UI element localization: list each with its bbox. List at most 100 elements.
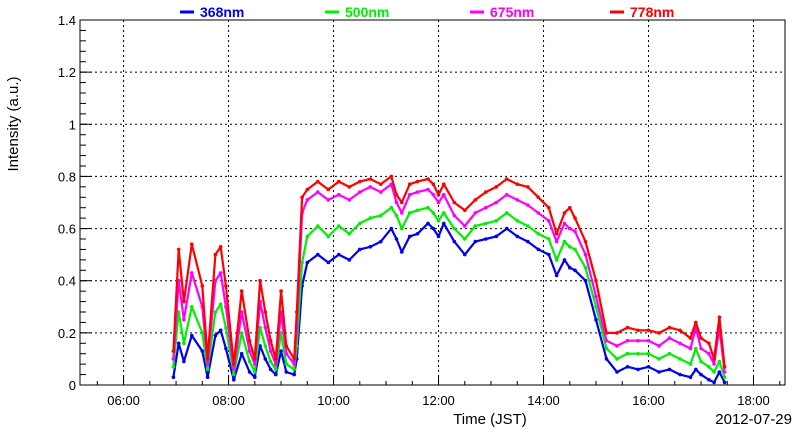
data-point xyxy=(426,205,430,210)
series-line xyxy=(172,183,726,373)
data-point xyxy=(200,284,205,288)
data-point xyxy=(213,310,218,314)
data-point xyxy=(292,367,297,372)
legend-entry: 778nm xyxy=(630,4,674,20)
data-point xyxy=(688,336,693,340)
data-point xyxy=(442,211,446,215)
data-point xyxy=(239,289,244,293)
data-point xyxy=(554,232,559,236)
data-point xyxy=(295,310,299,314)
x-tick-label: 16:00 xyxy=(632,393,665,408)
data-point xyxy=(258,278,262,283)
data-point xyxy=(625,338,630,343)
series-500nm xyxy=(171,205,727,380)
data-point xyxy=(200,331,205,335)
legend-entry: 368nm xyxy=(200,4,244,20)
data-point xyxy=(583,265,588,270)
data-point xyxy=(213,252,218,257)
data-series xyxy=(171,174,727,385)
data-point xyxy=(604,331,609,335)
data-point xyxy=(452,200,457,205)
y-tick-label: 0.2 xyxy=(58,326,76,341)
data-point xyxy=(688,362,693,366)
data-point xyxy=(536,232,541,236)
data-point xyxy=(594,278,598,283)
data-point xyxy=(452,213,457,218)
data-point xyxy=(239,331,244,335)
data-point xyxy=(436,219,441,223)
data-point xyxy=(279,331,283,335)
data-point xyxy=(190,242,194,246)
data-point xyxy=(247,338,252,343)
data-point xyxy=(368,177,373,181)
legend-entry: 675nm xyxy=(490,4,534,20)
data-point xyxy=(667,351,672,356)
data-point xyxy=(463,208,467,213)
data-point xyxy=(484,205,488,210)
data-point xyxy=(678,372,682,377)
data-point xyxy=(274,372,278,377)
data-point xyxy=(526,239,530,244)
data-point xyxy=(615,331,619,335)
data-point xyxy=(505,226,509,231)
data-point xyxy=(326,187,331,192)
data-point xyxy=(636,328,640,333)
data-point xyxy=(326,260,331,265)
data-point xyxy=(400,226,404,231)
data-point xyxy=(625,325,630,330)
data-point xyxy=(712,357,716,361)
data-point xyxy=(717,370,722,374)
data-point xyxy=(415,208,420,213)
data-point xyxy=(247,349,252,353)
data-point xyxy=(657,331,661,335)
data-point xyxy=(284,351,289,356)
data-point xyxy=(431,192,436,197)
data-point xyxy=(253,375,257,380)
data-point xyxy=(436,192,441,197)
data-point xyxy=(224,305,228,309)
data-point xyxy=(473,224,478,228)
data-point xyxy=(694,320,698,325)
legend-entry: 500nm xyxy=(345,4,389,20)
data-point xyxy=(182,299,186,304)
data-point xyxy=(176,247,181,252)
data-point xyxy=(494,219,499,223)
x-tick-label: 14:00 xyxy=(527,393,560,408)
data-point xyxy=(292,357,297,361)
data-point xyxy=(473,211,478,215)
y-tick-label: 1 xyxy=(69,117,76,132)
data-point xyxy=(562,221,567,226)
data-point xyxy=(239,310,244,314)
x-tick-label: 10:00 xyxy=(317,393,350,408)
data-point xyxy=(205,367,210,372)
x-axis-label: Time (JST) xyxy=(453,411,527,428)
y-tick-label: 1.4 xyxy=(58,13,76,28)
grid-lines xyxy=(80,20,785,385)
data-point xyxy=(379,213,383,218)
x-tick-label: 12:00 xyxy=(422,393,455,408)
data-point xyxy=(171,357,176,361)
data-point xyxy=(268,338,273,343)
data-point xyxy=(358,221,362,226)
data-point xyxy=(583,278,588,283)
data-point xyxy=(526,203,530,207)
data-point xyxy=(494,185,499,189)
data-point xyxy=(707,365,711,369)
data-point xyxy=(615,344,619,348)
data-point xyxy=(379,239,383,244)
data-point xyxy=(218,328,223,333)
data-point xyxy=(263,344,268,348)
data-point xyxy=(337,179,341,184)
data-point xyxy=(368,245,373,249)
data-point xyxy=(253,362,257,366)
data-point xyxy=(536,211,541,215)
data-point xyxy=(554,258,559,262)
data-point xyxy=(505,211,509,215)
data-point xyxy=(263,357,268,361)
data-point xyxy=(452,239,457,244)
data-point xyxy=(526,224,530,228)
data-point xyxy=(347,232,352,236)
data-point xyxy=(615,370,619,374)
data-point xyxy=(358,247,362,252)
legend: 368nm 500nm 675nm 778nm xyxy=(180,4,674,20)
